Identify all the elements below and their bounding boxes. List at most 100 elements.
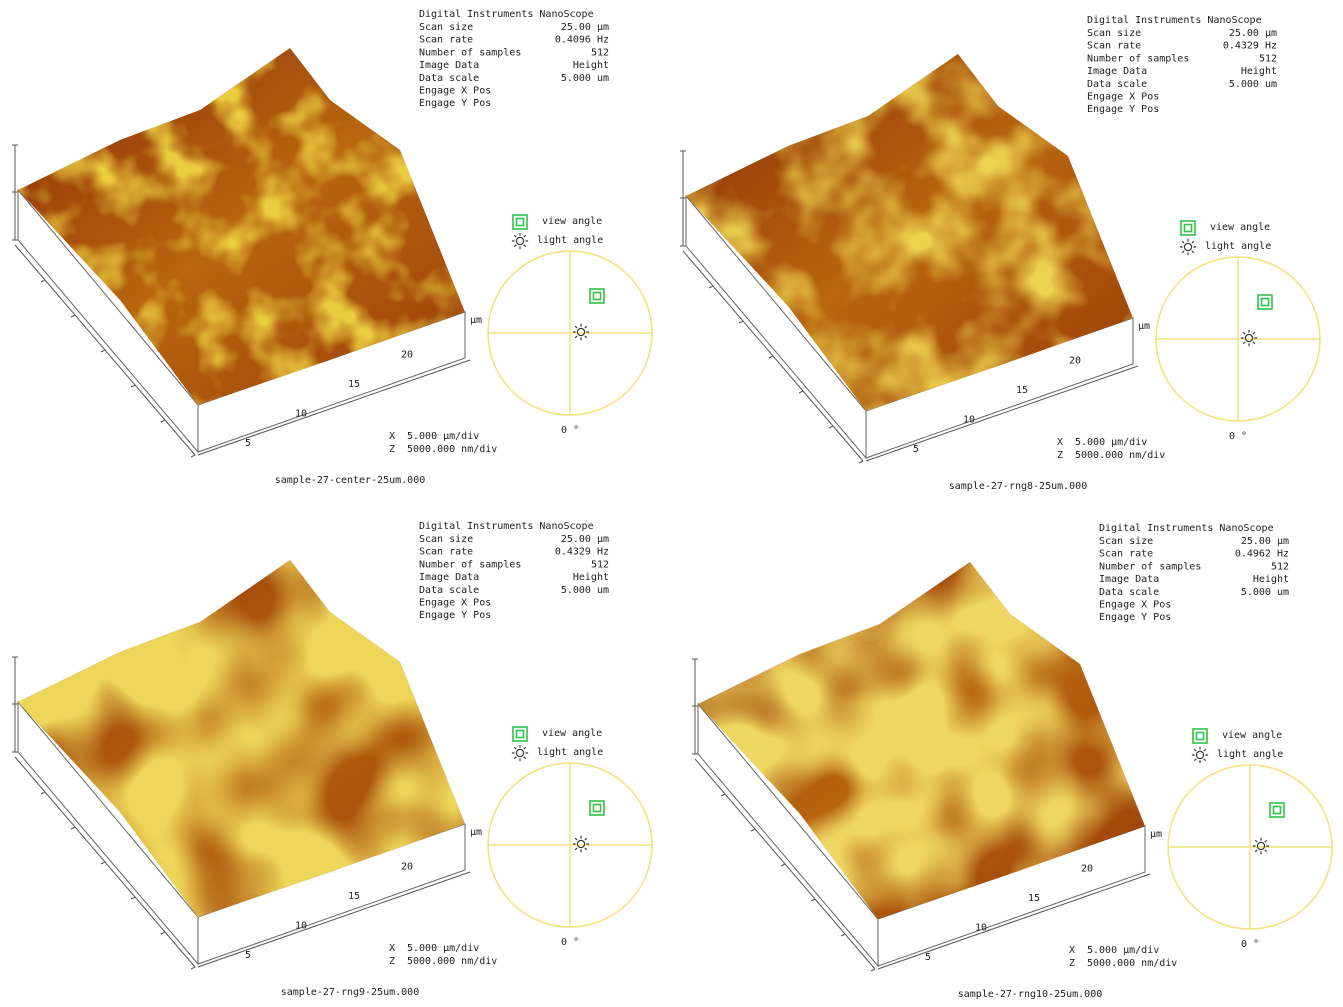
- header-value: 5.000 um: [1229, 79, 1277, 90]
- axis-tick-label: 5: [913, 444, 919, 455]
- header-label: Number of samples: [419, 47, 521, 58]
- header-title: Digital Instruments NanoScope: [419, 521, 594, 532]
- header-value: 0.4096 Hz: [555, 35, 609, 46]
- panel: Digital Instruments NanoScope Scan size 25…: [680, 15, 1320, 492]
- header-value: 0.4962 Hz: [1235, 549, 1289, 560]
- x-axis-tick: [799, 391, 803, 393]
- view-icon: [1181, 221, 1195, 235]
- header-value: 5.000 um: [1241, 587, 1289, 598]
- axis-tick-label: 15: [348, 891, 360, 902]
- header-label: Data scale: [1099, 587, 1159, 598]
- legend-light: light angle: [537, 235, 603, 246]
- header-value: 512: [1271, 561, 1289, 572]
- x-axis-tick: [161, 420, 165, 422]
- header-label: Data scale: [1087, 79, 1147, 90]
- legend-light: light angle: [537, 747, 603, 758]
- angle-cross: [1168, 765, 1332, 929]
- z-axis: [692, 659, 698, 754]
- header-title: Digital Instruments NanoScope: [1087, 15, 1262, 26]
- scale-x-label: X: [389, 943, 395, 954]
- view-marker: [1258, 295, 1272, 309]
- header-value: Height: [573, 60, 609, 71]
- angle-label: 0 °: [1229, 431, 1247, 442]
- scale-x: 5.000 µm/div: [1087, 945, 1159, 956]
- axis-unit: µm: [470, 315, 482, 326]
- header-label: Image Data: [1099, 574, 1159, 585]
- scale-z-label: Z: [389, 444, 395, 455]
- axis-tick-label: 10: [975, 923, 987, 934]
- header-value: 25.00 µm: [1229, 28, 1277, 39]
- caption: sample-27-rng10-25um.000: [958, 989, 1103, 1000]
- header-value: Height: [573, 572, 609, 583]
- legend-light: light angle: [1205, 241, 1271, 252]
- axis-tick-label: 5: [245, 438, 251, 449]
- header-label: Scan rate: [419, 547, 473, 558]
- header-label: Image Data: [1087, 66, 1147, 77]
- x-axis-tick: [859, 461, 863, 463]
- header-label: Number of samples: [1099, 561, 1201, 572]
- caption: sample-27-rng9-25um.000: [281, 987, 419, 998]
- x-axis-tick: [71, 827, 75, 829]
- header-value: 25.00 µm: [1241, 536, 1289, 547]
- header-label: Engage X Pos: [419, 598, 491, 609]
- header-title: Digital Instruments NanoScope: [1099, 523, 1274, 534]
- scale-x-label: X: [1057, 437, 1063, 448]
- angle-label: 0 °: [1241, 939, 1259, 950]
- x-axis-tick: [841, 934, 845, 936]
- angle-cross: [488, 763, 652, 927]
- scale-x-label: X: [1069, 945, 1075, 956]
- axis-tick-label: 5: [245, 950, 251, 961]
- axis-unit: µm: [1150, 829, 1162, 840]
- header-label: Data scale: [419, 73, 479, 84]
- header-value: Height: [1253, 574, 1289, 585]
- axis-tick-label: 20: [401, 862, 413, 873]
- axis-tick-label: 15: [348, 379, 360, 390]
- axis-tick-label: 20: [401, 350, 413, 361]
- x-axis-tick: [709, 286, 713, 288]
- axis-tick-label: 20: [1081, 864, 1093, 875]
- scale-x-label: X: [389, 431, 395, 442]
- z-axis: [680, 151, 686, 246]
- view-icon: [513, 215, 527, 229]
- x-axis-tick: [191, 967, 195, 969]
- light-marker: [1253, 838, 1269, 854]
- header-label: Engage X Pos: [419, 86, 491, 97]
- header-value: 512: [1259, 53, 1277, 64]
- scale-z-label: Z: [1069, 958, 1075, 969]
- light-marker: [573, 324, 589, 340]
- header-label: Data scale: [419, 585, 479, 596]
- angle-label: 0 °: [561, 425, 579, 436]
- header-value: 512: [591, 559, 609, 570]
- x-axis-tick: [781, 864, 785, 866]
- axis-tick-label: 15: [1028, 893, 1040, 904]
- axis-tick-label: 5: [925, 952, 931, 963]
- view-icon: [513, 727, 527, 741]
- axis-unit: µm: [470, 827, 482, 838]
- header-value: 5.000 um: [561, 585, 609, 596]
- x-axis-tick: [71, 315, 75, 317]
- figure: Digital Instruments NanoScope Scan size 25…: [0, 0, 1343, 1007]
- x-axis-tick: [829, 426, 833, 428]
- angle-label: 0 °: [561, 937, 579, 948]
- x-axis-tick: [871, 969, 875, 971]
- view-icon: [1193, 729, 1207, 743]
- axis-tick-label: 10: [295, 409, 307, 420]
- header-label: Scan size: [1087, 28, 1141, 39]
- light-marker: [1241, 330, 1257, 346]
- legend-view: view angle: [542, 216, 602, 227]
- header-value: 0.4329 Hz: [555, 547, 609, 558]
- header-label: Engage X Pos: [1099, 600, 1171, 611]
- view-marker: [590, 801, 604, 815]
- header-label: Scan rate: [419, 35, 473, 46]
- header-label: Number of samples: [419, 559, 521, 570]
- x-axis-tick: [161, 932, 165, 934]
- x-axis-tick: [101, 350, 105, 352]
- header-label: Scan size: [1099, 536, 1153, 547]
- scale-z-label: Z: [1057, 450, 1063, 461]
- legend-view: view angle: [1222, 730, 1282, 741]
- header-label: Image Data: [419, 572, 479, 583]
- axis-tick-label: 10: [295, 921, 307, 932]
- scale-z: 5000.000 nm/div: [407, 956, 497, 967]
- axis-unit: µm: [1138, 321, 1150, 332]
- z-axis: [12, 657, 18, 752]
